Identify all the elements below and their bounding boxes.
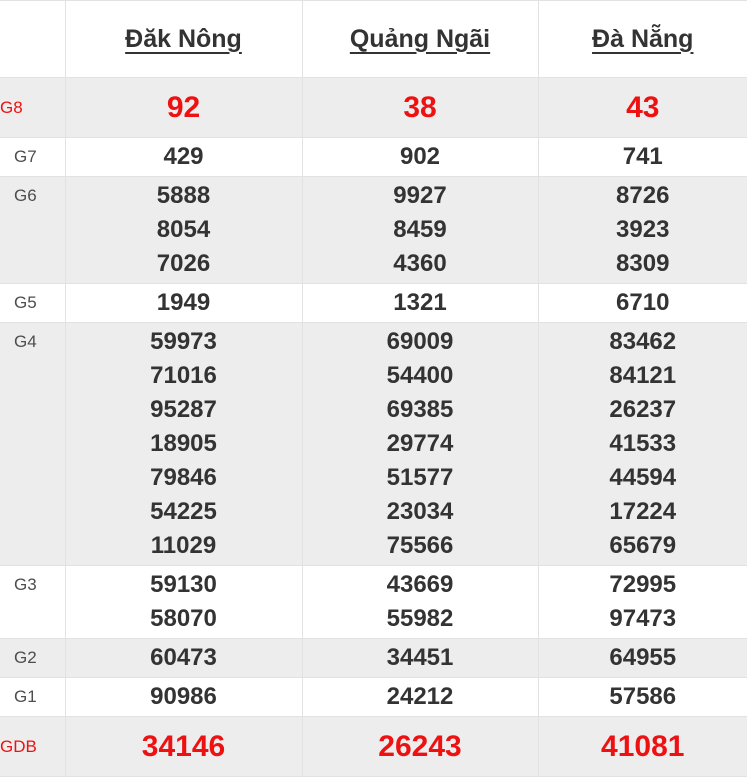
prize-number: 34146	[66, 720, 302, 773]
prize-number: 41081	[539, 720, 747, 773]
prize-number: 8726	[539, 179, 747, 213]
prize-number: 23034	[303, 495, 538, 529]
prize-number: 11029	[66, 529, 302, 563]
header-row: Đăk Nông Quảng Ngãi Đà Nẵng	[0, 1, 747, 78]
prize-number: 34451	[303, 641, 538, 675]
prize-number: 38	[303, 81, 538, 134]
prize-number: 6710	[539, 286, 747, 320]
table-row-g8: G8 92 38 43	[0, 78, 747, 138]
prize-number: 9927	[303, 179, 538, 213]
prize-number: 429	[66, 140, 302, 174]
prize-number: 5888	[66, 179, 302, 213]
prize-number: 24212	[303, 680, 538, 714]
column-header-dak-nong: Đăk Nông	[65, 1, 302, 78]
prize-number: 43	[539, 81, 747, 134]
prize-number: 69009	[303, 325, 538, 359]
table-row-g5: G5 1949 1321 6710	[0, 284, 747, 323]
prize-label: G3	[0, 566, 65, 639]
prize-number: 57586	[539, 680, 747, 714]
column-header-quang-ngai: Quảng Ngãi	[302, 1, 538, 78]
prize-number: 51577	[303, 461, 538, 495]
prize-number: 69385	[303, 393, 538, 427]
prize-number: 4360	[303, 247, 538, 281]
table-row-g1: G1 90986 24212 57586	[0, 678, 747, 717]
prize-number: 64955	[539, 641, 747, 675]
prize-number: 1949	[66, 286, 302, 320]
prize-number: 1321	[303, 286, 538, 320]
prize-label: G1	[0, 678, 65, 717]
prize-label-column-header	[0, 1, 65, 78]
prize-label: G5	[0, 284, 65, 323]
prize-number: 26237	[539, 393, 747, 427]
table-row-g7: G7 429 902 741	[0, 138, 747, 177]
prize-number: 44594	[539, 461, 747, 495]
prize-number: 17224	[539, 495, 747, 529]
table-row-g6: G6 5888 8054 7026 9927 8459 4360 8726 39…	[0, 177, 747, 284]
prize-number: 741	[539, 140, 747, 174]
prize-number: 54225	[66, 495, 302, 529]
prize-number: 92	[66, 81, 302, 134]
prize-number: 60473	[66, 641, 302, 675]
prize-number: 59973	[66, 325, 302, 359]
prize-number: 18905	[66, 427, 302, 461]
prize-number: 3923	[539, 213, 747, 247]
prize-number: 97473	[539, 602, 747, 636]
prize-number: 29774	[303, 427, 538, 461]
province-link-da-nang[interactable]: Đà Nẵng	[592, 25, 693, 53]
prize-number: 26243	[303, 720, 538, 773]
prize-number: 902	[303, 140, 538, 174]
prize-label: G4	[0, 323, 65, 566]
prize-number: 59130	[66, 568, 302, 602]
table-row-g2: G2 60473 34451 64955	[0, 639, 747, 678]
prize-number: 7026	[66, 247, 302, 281]
table-row-g3: G3 59130 58070 43669 55982 72995 97473	[0, 566, 747, 639]
prize-label: G2	[0, 639, 65, 678]
province-link-quang-ngai[interactable]: Quảng Ngãi	[350, 25, 490, 53]
prize-number: 72995	[539, 568, 747, 602]
column-header-da-nang: Đà Nẵng	[538, 1, 747, 78]
prize-number: 95287	[66, 393, 302, 427]
prize-number: 90986	[66, 680, 302, 714]
prize-number: 8309	[539, 247, 747, 281]
prize-number: 83462	[539, 325, 747, 359]
prize-number: 79846	[66, 461, 302, 495]
prize-number: 55982	[303, 602, 538, 636]
prize-number: 75566	[303, 529, 538, 563]
province-link-dak-nong[interactable]: Đăk Nông	[125, 25, 242, 53]
table-row-gdb: GDB 34146 26243 41081	[0, 717, 747, 777]
prize-label: GDB	[0, 717, 65, 777]
prize-number: 65679	[539, 529, 747, 563]
prize-number: 54400	[303, 359, 538, 393]
prize-label: G6	[0, 177, 65, 284]
prize-number: 84121	[539, 359, 747, 393]
prize-number: 71016	[66, 359, 302, 393]
prize-label: G8	[0, 78, 65, 138]
table-row-g4: G4 59973 71016 95287 18905 79846 54225 1…	[0, 323, 747, 566]
prize-number: 41533	[539, 427, 747, 461]
prize-number: 8459	[303, 213, 538, 247]
prize-number: 8054	[66, 213, 302, 247]
prize-number: 43669	[303, 568, 538, 602]
prize-label: G7	[0, 138, 65, 177]
prize-number: 58070	[66, 602, 302, 636]
